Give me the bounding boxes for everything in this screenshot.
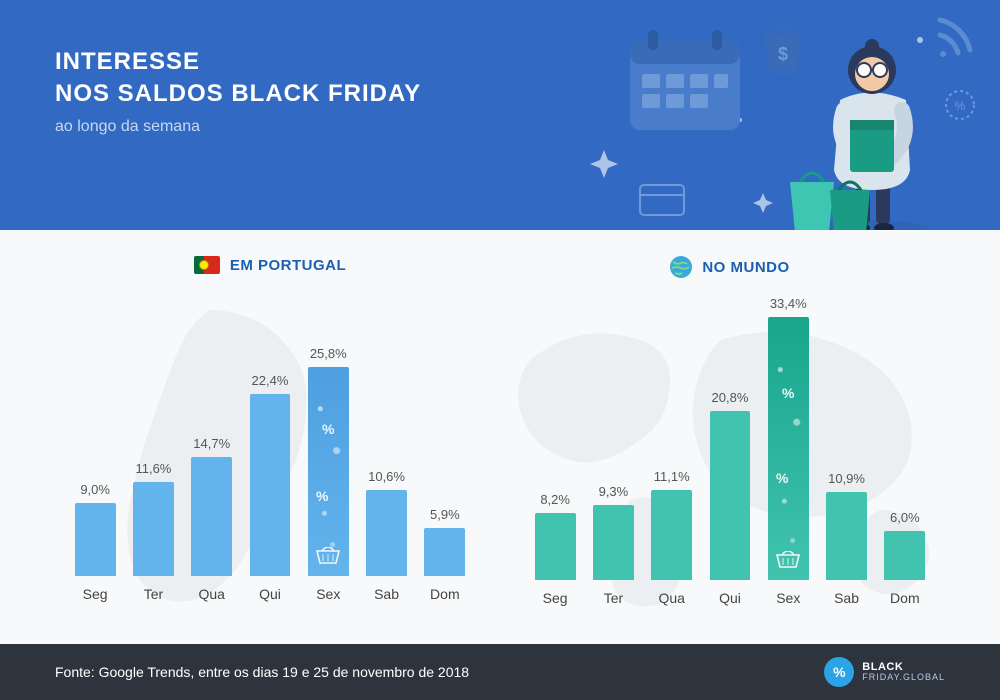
- x-axis-label: Sab: [360, 586, 412, 602]
- x-axis-label: Qui: [244, 586, 296, 602]
- bar: [710, 411, 751, 580]
- panel-portugal: EM PORTUGAL 9,0% 11,6% 14,7% 22,4% 25,8%%% 10…: [40, 250, 500, 644]
- bar-column: 33,4%%%: [762, 296, 814, 580]
- bar-value-label: 8,2%: [540, 492, 570, 507]
- bar-column: 22,4%: [244, 292, 296, 576]
- bar-value-label: 33,4%: [770, 296, 807, 311]
- bar-column: 9,3%: [587, 296, 639, 580]
- bar: [424, 528, 465, 576]
- bar-highlight: %%: [308, 367, 349, 576]
- chart-portugal: 9,0% 11,6% 14,7% 22,4% 25,8%%% 10,6% 5,9% Seg T…: [65, 292, 475, 602]
- bar-value-label: 11,6%: [135, 461, 171, 476]
- bar-value-label: 20,8%: [712, 390, 749, 405]
- bar: [75, 503, 116, 576]
- bar-column: 20,8%: [704, 296, 756, 580]
- bar-value-label: 9,3%: [599, 484, 629, 499]
- x-axis-label: Dom: [419, 586, 471, 602]
- x-axis-label: Sab: [820, 590, 872, 606]
- percent-icon: %: [782, 385, 794, 401]
- bar-value-label: 5,9%: [430, 507, 460, 522]
- bar-value-label: 6,0%: [890, 510, 920, 525]
- percent-icon: %: [776, 470, 788, 486]
- bar-value-label: 25,8%: [310, 346, 347, 361]
- bar-value-label: 22,4%: [252, 373, 289, 388]
- bar-column: 14,7%: [186, 292, 238, 576]
- footer-source: Fonte: Google Trends, entre os dias 19 e…: [55, 664, 469, 680]
- percent-icon: %: [316, 488, 328, 504]
- bar: [366, 490, 407, 576]
- x-axis-label: Sex: [762, 590, 814, 606]
- x-axis-label: Sex: [302, 586, 354, 602]
- globe-icon: [670, 256, 692, 278]
- bar-value-label: 9,0%: [80, 482, 110, 497]
- bar-column: 5,9%: [419, 292, 471, 576]
- bar-column: 10,6%: [360, 292, 412, 576]
- x-axis-label: Seg: [529, 590, 581, 606]
- bar-value-label: 14,7%: [193, 436, 230, 451]
- bar: [250, 394, 291, 576]
- panel-header-world: NO MUNDO: [670, 256, 789, 278]
- footer: Fonte: Google Trends, entre os dias 19 e…: [0, 644, 1000, 700]
- panel-header-portugal: EM PORTUGAL: [194, 256, 346, 274]
- bar-column: 9,0%: [69, 292, 121, 576]
- x-axis-label: Qui: [704, 590, 756, 606]
- logo-line2: FRIDAY.GLOBAL: [862, 673, 945, 682]
- panel-title-portugal: EM PORTUGAL: [230, 257, 346, 274]
- panel-world: NO MUNDO 8,2% 9,3% 11,1% 20,8% 33,4%%% 10,9% 6…: [500, 250, 960, 644]
- svg-text:$: $: [778, 44, 788, 64]
- panel-title-world: NO MUNDO: [702, 259, 789, 276]
- x-axis-label: Dom: [879, 590, 931, 606]
- x-axis-label: Qua: [646, 590, 698, 606]
- chart-world: 8,2% 9,3% 11,1% 20,8% 33,4%%% 10,9% 6,0% Seg Te…: [525, 296, 935, 606]
- bar-value-label: 10,9%: [828, 471, 865, 486]
- bar: [191, 457, 232, 576]
- percent-icon: %: [322, 421, 334, 437]
- basket-icon: [315, 547, 341, 570]
- x-axis-label: Seg: [69, 586, 121, 602]
- bar-value-label: 11,1%: [654, 469, 690, 484]
- logo-badge-icon: %: [824, 657, 854, 687]
- x-axis-label: Ter: [127, 586, 179, 602]
- bar-column: 25,8%%%: [302, 292, 354, 576]
- bar-column: 6,0%: [879, 296, 931, 580]
- bar: [826, 492, 867, 580]
- header-illustration: $ %: [560, 0, 980, 230]
- svg-text:%: %: [955, 99, 966, 113]
- bar: [884, 531, 925, 580]
- header: INTERESSE NOS SALDOS BLACK FRIDAY ao lon…: [0, 0, 1000, 230]
- bar-column: 8,2%: [529, 296, 581, 580]
- bar-column: 11,1%: [646, 296, 698, 580]
- bar-column: 11,6%: [127, 292, 179, 576]
- bar: [535, 513, 576, 580]
- flag-portugal-icon: [194, 256, 220, 274]
- content-area: EM PORTUGAL 9,0% 11,6% 14,7% 22,4% 25,8%%% 10…: [0, 230, 1000, 644]
- footer-logo: % BLACK FRIDAY.GLOBAL: [824, 657, 945, 687]
- bar-column: 10,9%: [820, 296, 872, 580]
- bar: [593, 505, 634, 580]
- x-axis-label: Qua: [186, 586, 238, 602]
- logo-text: BLACK FRIDAY.GLOBAL: [862, 662, 945, 682]
- x-axis-label: Ter: [587, 590, 639, 606]
- bar-value-label: 10,6%: [368, 469, 405, 484]
- basket-icon: [775, 551, 801, 574]
- bar: [651, 490, 692, 580]
- bar: [133, 482, 174, 576]
- bar-highlight: %%: [768, 317, 809, 580]
